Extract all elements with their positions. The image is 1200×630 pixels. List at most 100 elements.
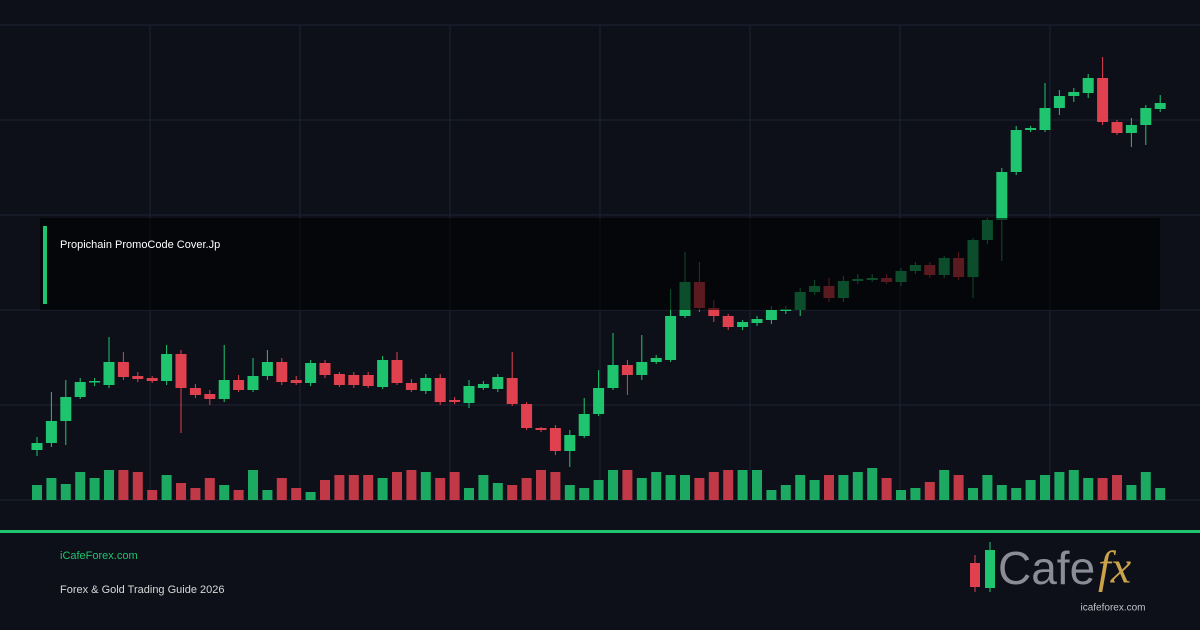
logo-url: icafeforex.com	[1080, 603, 1145, 614]
volume-bar	[1040, 475, 1050, 500]
volume-bar	[1140, 472, 1151, 500]
candle-body	[1010, 130, 1022, 172]
volume-bar	[464, 488, 474, 500]
volume-bar	[190, 488, 201, 500]
candle-body	[1154, 103, 1166, 109]
candle-body	[319, 363, 331, 375]
candle-body	[535, 428, 547, 430]
candle-body	[506, 378, 518, 404]
volume-bar	[320, 480, 330, 500]
candle-body	[45, 421, 57, 443]
volume-bar	[867, 468, 878, 500]
candle-body	[189, 388, 201, 395]
candle-body	[737, 322, 749, 327]
candle-body	[449, 400, 461, 402]
candle-body	[1097, 78, 1109, 122]
candle-body	[74, 382, 86, 397]
candle-body	[247, 376, 259, 390]
candle-body	[377, 360, 389, 387]
volume-bar	[737, 470, 748, 500]
divider	[0, 530, 1200, 533]
volume-bar	[392, 472, 402, 500]
volume-bar	[564, 485, 575, 500]
volume-bar	[824, 475, 834, 500]
volume-bar	[262, 490, 273, 500]
candle-body	[161, 354, 173, 381]
candle-body	[233, 380, 245, 390]
volume-bar	[1097, 478, 1108, 500]
candle-body	[362, 375, 374, 386]
volume-bar	[492, 483, 503, 500]
candle-body	[60, 397, 72, 421]
candle-body	[621, 365, 633, 375]
overlay-title: Propichain PromoCode Cover.Jp	[60, 239, 220, 251]
volume-bar	[32, 485, 42, 500]
candle-body	[1039, 108, 1051, 130]
volume-bar	[305, 492, 316, 500]
candle-body	[1025, 128, 1037, 130]
volume-bar	[420, 472, 431, 500]
volume-bar	[377, 478, 388, 500]
candle-body	[708, 308, 720, 316]
volume-bar	[665, 475, 676, 500]
volume-bar	[752, 470, 762, 500]
candle-body	[665, 316, 677, 360]
candle-body	[765, 310, 777, 320]
candle-body	[175, 354, 187, 388]
volume-bar	[176, 483, 186, 500]
volume-bar	[147, 490, 158, 500]
candle-body	[1068, 92, 1080, 96]
volume-bar	[248, 470, 258, 500]
candle-body	[607, 365, 619, 388]
candle-body	[751, 319, 763, 323]
volume-bar	[104, 470, 114, 500]
footer-site: iCafeForex.com	[60, 550, 138, 562]
candle-body	[492, 377, 504, 389]
candle-body	[305, 363, 317, 383]
volume-bar	[1054, 472, 1065, 500]
volume-bar	[694, 478, 705, 500]
overlay-accent	[43, 226, 47, 304]
candle-body	[1125, 125, 1137, 133]
candle-body	[578, 414, 590, 436]
volume-bar	[608, 470, 618, 500]
volume-bar	[579, 488, 590, 500]
candle-body	[996, 172, 1008, 220]
volume-bar	[536, 470, 546, 500]
candle-body	[549, 428, 561, 451]
volume-bar	[896, 490, 906, 500]
candle-body	[348, 375, 360, 385]
volume-bar	[478, 475, 489, 500]
volume-bar	[1083, 478, 1094, 500]
volume-bar	[60, 484, 71, 500]
candle-body	[650, 358, 662, 362]
volume-bar	[651, 472, 662, 500]
volume-bar	[507, 485, 518, 500]
candle-body	[333, 374, 345, 385]
candle-body	[1140, 108, 1152, 125]
candle-body	[636, 362, 648, 375]
volume-bar	[766, 490, 777, 500]
volume-bar	[1126, 485, 1137, 500]
logo-candle	[985, 550, 995, 588]
volume-bar	[982, 475, 993, 500]
candle-body	[1082, 78, 1094, 93]
volume-bar	[291, 488, 302, 500]
volume-bar	[924, 482, 935, 500]
candle-body	[420, 378, 432, 391]
footer-tagline: Forex & Gold Trading Guide 2026	[60, 584, 224, 596]
volume-bar	[708, 472, 719, 500]
candle-body	[391, 360, 403, 383]
volume-bar	[1112, 475, 1122, 500]
logo-word: Cafe	[998, 542, 1095, 594]
volume-bar	[881, 478, 892, 500]
candle-body	[463, 386, 475, 403]
candle-body	[89, 381, 101, 383]
volume-bar	[550, 472, 561, 500]
volume-bar	[780, 485, 791, 500]
volume-bar	[809, 480, 820, 500]
volume-bar	[968, 488, 978, 500]
volume-bar	[521, 478, 532, 500]
candle-body	[132, 376, 144, 379]
